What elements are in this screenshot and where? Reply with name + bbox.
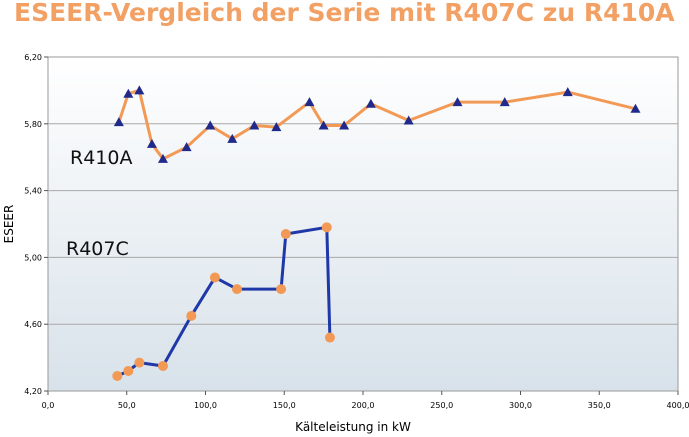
x-tick-label: 0,0	[42, 401, 55, 410]
x-tick-label: 150,0	[273, 401, 296, 410]
data-point	[304, 97, 315, 107]
data-point	[227, 133, 238, 143]
data-point	[452, 97, 463, 107]
data-point	[249, 120, 260, 130]
data-point	[134, 357, 145, 368]
y-tick-label: 5,80	[24, 120, 42, 129]
x-axis-title: Kälteleistung in kW	[295, 420, 411, 434]
y-tick-label: 5,40	[24, 187, 42, 196]
x-tick-label: 300,0	[509, 401, 532, 410]
data-point	[157, 153, 168, 163]
x-tick-label: 200,0	[352, 401, 375, 410]
data-point	[280, 229, 291, 240]
data-point	[123, 365, 134, 376]
data-point	[562, 87, 573, 97]
data-point	[157, 360, 168, 371]
data-point	[276, 284, 287, 295]
y-axis-title: ESEER	[2, 205, 16, 244]
data-point	[113, 117, 124, 127]
data-point	[209, 272, 220, 283]
data-point	[146, 138, 157, 148]
y-tick-label: 5,00	[24, 253, 42, 262]
data-point	[134, 85, 145, 95]
series	[112, 85, 641, 381]
series-label-r410a: R410A	[70, 147, 132, 169]
x-tick-label: 250,0	[430, 401, 453, 410]
series-label-r407c: R407C	[66, 238, 129, 260]
data-point	[271, 122, 282, 132]
data-point	[339, 120, 350, 130]
x-tick-label: 350,0	[588, 401, 611, 410]
data-point	[318, 120, 329, 130]
data-point	[499, 97, 510, 107]
data-point	[324, 332, 335, 343]
data-point	[232, 284, 242, 295]
series-r407c	[112, 222, 335, 381]
series-r410a	[113, 85, 641, 163]
y-tick-label: 4,60	[24, 320, 42, 329]
x-tick-label: 400,0	[667, 401, 689, 410]
data-point	[181, 142, 192, 152]
data-point	[123, 88, 134, 98]
data-point	[630, 103, 641, 113]
x-tick-label: 100,0	[194, 401, 217, 410]
data-point	[321, 222, 332, 233]
data-point	[365, 98, 376, 108]
data-point	[205, 120, 216, 130]
gridlines	[48, 123, 678, 325]
data-point	[403, 115, 414, 125]
axes: 4,20 4,60 5,00 5,40 5,80 6,20 0,0 50,0 100,0 150,…	[24, 53, 689, 410]
y-tick-label: 6,20	[24, 53, 42, 62]
x-tick-label: 50,0	[118, 401, 136, 410]
y-tick-label: 4,20	[24, 387, 42, 396]
plot-area	[47, 56, 679, 392]
data-point	[186, 310, 197, 321]
chart-title: ESEER-Vergleich der Serie mit R407C zu R…	[14, 0, 675, 27]
data-point	[112, 370, 123, 381]
